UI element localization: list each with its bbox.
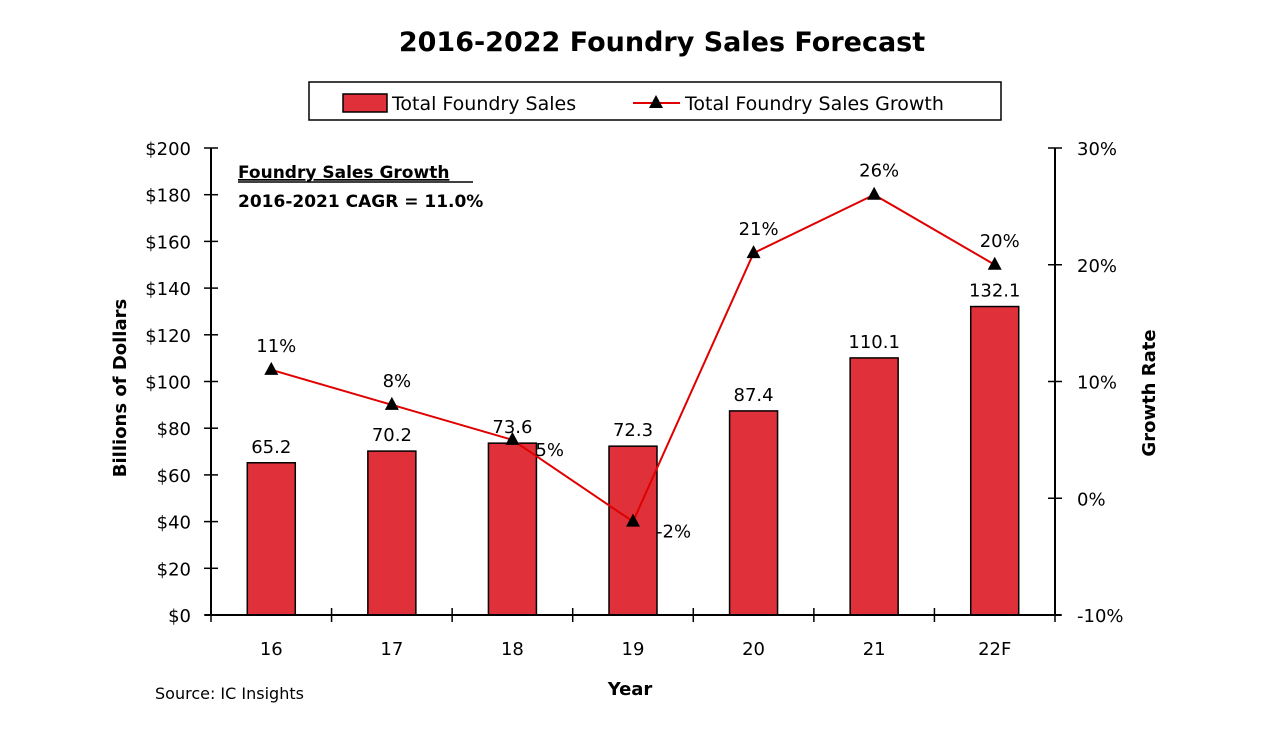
- growth-marker-20: [746, 245, 761, 259]
- y-tick-label: $200: [145, 139, 191, 160]
- bar-20: [728, 410, 779, 616]
- growth-value-label: 21%: [739, 219, 779, 240]
- y2-tick-label: 20%: [1077, 256, 1117, 277]
- y-tick-label: $140: [145, 279, 191, 300]
- growth-marker-19: [626, 513, 640, 527]
- y-tick-label: $80: [157, 419, 191, 440]
- bar-17: [367, 450, 417, 616]
- x-tick-label: 19: [622, 639, 645, 660]
- x-tick-label: 16: [260, 639, 283, 660]
- x-axis-title: Year: [607, 679, 653, 700]
- source-note: Source: IC Insights: [155, 684, 304, 703]
- y-tick-label: $120: [145, 326, 191, 347]
- y2-tick-label: 30%: [1077, 139, 1117, 160]
- y2-tick-label: 10%: [1077, 373, 1117, 394]
- bar-16: [246, 462, 297, 616]
- annotation-heading: Foundry Sales Growth: [238, 163, 449, 183]
- growth-value-label: 11%: [256, 336, 296, 357]
- bar-value-label: 87.4: [734, 385, 774, 406]
- bar-value-label: 65.2: [251, 437, 291, 458]
- y-tick-label: $160: [145, 232, 191, 253]
- bar-value-label: 70.2: [372, 425, 412, 446]
- annotation-cagr: 2016-2021 CAGR = 11.0%: [238, 192, 483, 212]
- x-tick-label: 22F: [978, 639, 1011, 660]
- y2-tick-label: -10%: [1077, 606, 1124, 627]
- y2-tick-label: 0%: [1077, 489, 1106, 510]
- y-tick-label: $20: [157, 559, 191, 580]
- bar-value-label: 73.6: [492, 417, 532, 438]
- growth-line-layer: [264, 186, 1002, 527]
- legend-triangle-marker-icon: [649, 95, 663, 108]
- bar-value-label: 110.1: [848, 332, 900, 353]
- y2-axis-title: Growth Rate: [1139, 329, 1160, 456]
- x-tick-label: 17: [380, 639, 403, 660]
- growth-value-label: -2%: [656, 522, 691, 543]
- growth-value-label: 26%: [859, 161, 899, 182]
- bar-22F: [969, 305, 1020, 616]
- bar-value-label: 72.3: [613, 420, 653, 441]
- growth-value-label: 8%: [383, 371, 412, 392]
- y-tick-label: $0: [168, 606, 191, 627]
- y-tick-label: $180: [145, 186, 191, 207]
- growth-marker-18: [505, 431, 520, 445]
- growth-marker-17: [384, 396, 399, 410]
- bar-value-label: 132.1: [969, 281, 1021, 302]
- growth-marker-16: [264, 361, 279, 375]
- y-tick-label: $60: [157, 466, 191, 487]
- legend-label-growth: Total Foundry Sales Growth: [684, 93, 944, 115]
- legend: Total Foundry Sales Total Foundry Sales …: [308, 81, 1002, 121]
- x-tick-label: 18: [501, 639, 524, 660]
- growth-marker-22F: [987, 256, 1002, 270]
- growth-value-label: 20%: [980, 231, 1020, 252]
- bar-19: [608, 445, 658, 616]
- x-tick-label: 21: [863, 639, 886, 660]
- growth-marker-21: [867, 186, 882, 200]
- bar-18: [487, 442, 538, 616]
- data-labels-layer: 65.2 70.2 73.6 72.3 87.4 110.1 132.1 11% 8% 5% -2%…: [251, 161, 1020, 543]
- y-axis-title: Billions of Dollars: [110, 299, 131, 477]
- x-tick-label: 20: [742, 639, 765, 660]
- chart-title: 2016-2022 Foundry Sales Forecast: [399, 27, 925, 58]
- legend-label-sales: Total Foundry Sales: [391, 93, 576, 115]
- axes-layer: $0 $20 $40 $60 $80 $100 $120 $140 $160 $180 $200 -1…: [145, 139, 1123, 660]
- bar-21: [849, 357, 899, 616]
- bars-layer: [246, 305, 1020, 616]
- legend-bar-swatch: [342, 93, 388, 113]
- growth-value-label: 5%: [535, 440, 564, 461]
- y-tick-label: $40: [157, 513, 191, 534]
- y-tick-label: $100: [145, 373, 191, 394]
